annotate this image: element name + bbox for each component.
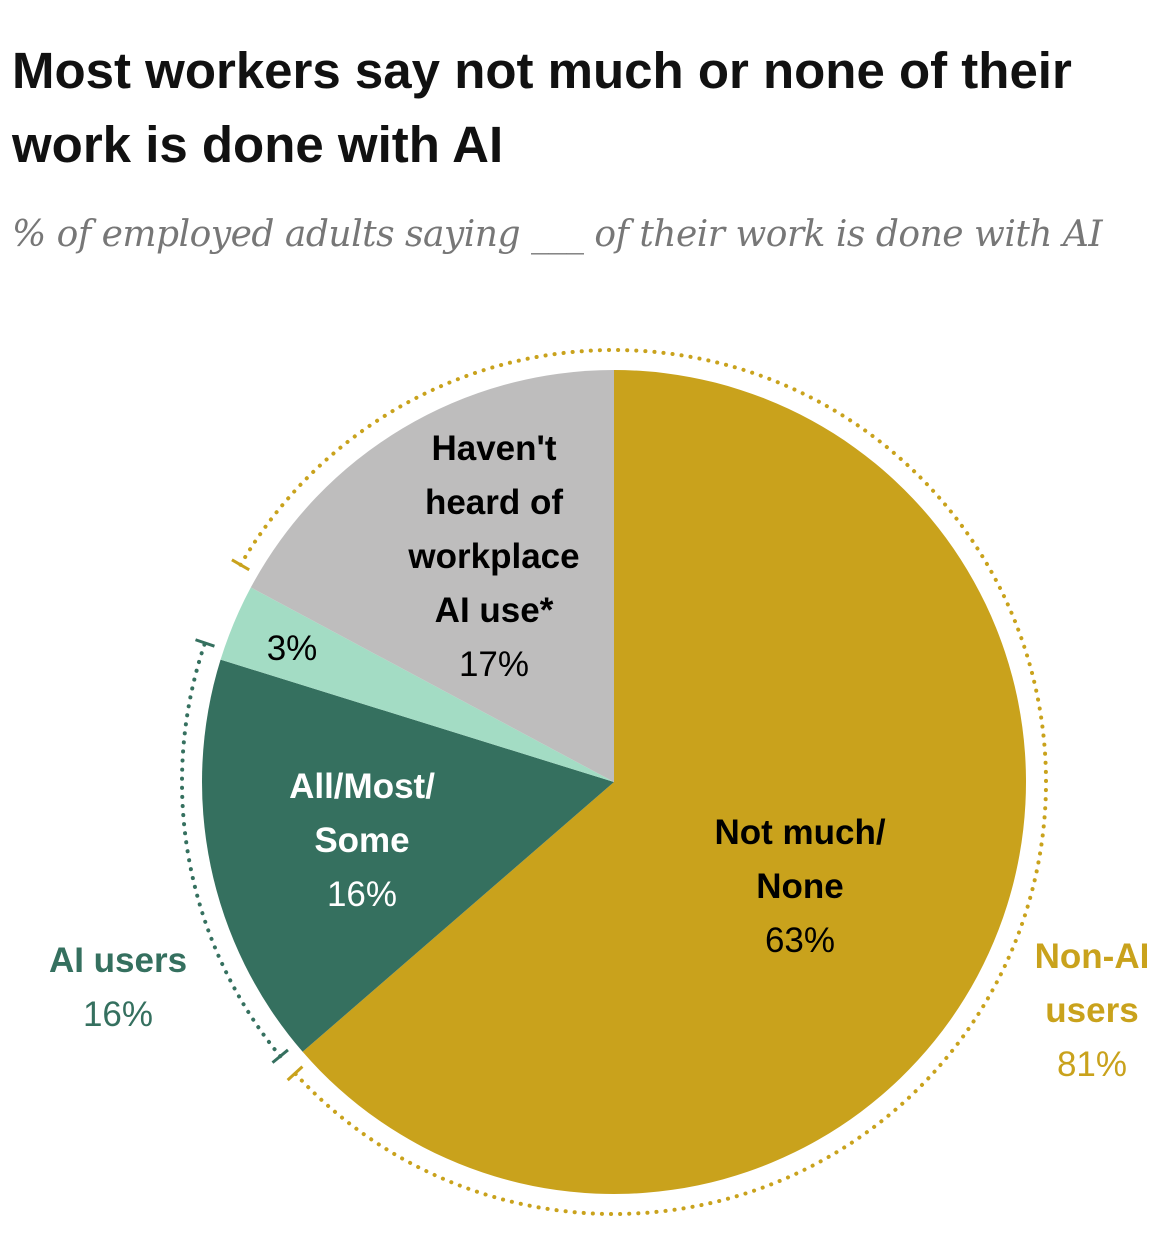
slice-name-line: Some — [314, 821, 410, 860]
group-name-line: AI users — [48, 941, 188, 980]
slice-value: 17% — [458, 645, 530, 684]
slice-name-line: workplace — [408, 537, 580, 576]
slice-name-line: Not much/ — [714, 813, 886, 852]
slice-label-not-much: Not much/ None 63% — [714, 806, 885, 968]
group-value: 16% — [82, 995, 154, 1034]
group-name-line: users — [1045, 991, 1139, 1030]
group-label-non-ai-users: Non-AI users 81% — [1035, 930, 1150, 1092]
slice-label-all-most-some: All/Most/ Some 16% — [289, 760, 435, 922]
pie-slice — [250, 370, 614, 782]
slice-value: 3% — [266, 629, 318, 668]
group-name-line: Non-AI — [1034, 937, 1150, 976]
slice-label-3pct: 3% — [267, 622, 318, 676]
slice-name-line: heard of — [424, 483, 564, 522]
slice-name-line: Haven't — [431, 429, 557, 468]
slice-value: 63% — [764, 921, 836, 960]
slice-name-line: All/Most/ — [289, 767, 435, 806]
pie-slice — [302, 370, 1026, 1194]
slice-value: 16% — [326, 875, 398, 914]
slice-label-havent-heard: Haven't heard of workplace AI use* 17% — [408, 422, 579, 692]
chart-title: Most workers say not much or none of the… — [12, 42, 1072, 173]
ai-users-arc-end-tick — [271, 1048, 289, 1064]
non-ai-users-arc — [238, 348, 1048, 1216]
ai-users-arc — [180, 640, 283, 1059]
pie-slice — [220, 587, 615, 782]
non-ai-users-arc-end-tick — [231, 558, 250, 572]
chart-subtitle: % of employed adults saying ___ of their… — [12, 214, 1103, 255]
non-ai-users-arc-end-tick — [286, 1065, 304, 1082]
group-label-ai-users: AI users 16% — [49, 934, 187, 1042]
slice-name-line: None — [756, 867, 844, 906]
slice-name-line: AI use* — [434, 591, 554, 630]
pie-slice — [202, 659, 614, 1052]
group-value: 81% — [1056, 1045, 1128, 1084]
ai-users-arc-end-tick — [195, 638, 215, 648]
